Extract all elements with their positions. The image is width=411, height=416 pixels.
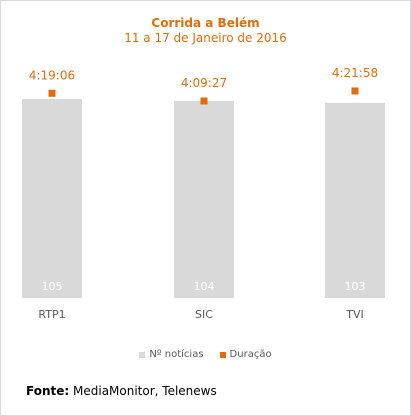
duration-label-rtp1: 4:19:06 — [29, 68, 75, 82]
bar-value-label-sic: 104 — [194, 280, 215, 293]
duration-point-tvi — [351, 87, 359, 95]
chart-subtitle: 11 a 17 de Janeiro de 2016 — [124, 31, 287, 45]
legend-item-duracao: Duração — [219, 349, 272, 360]
legend-swatch-noticias — [139, 351, 146, 358]
legend-swatch-duracao — [219, 351, 226, 358]
category-label-rtp1: RTP1 — [38, 308, 65, 321]
legend-label-noticias: Nº notícias — [149, 349, 204, 360]
legend-item-noticias: Nº notícias — [139, 349, 204, 360]
source-text: MediaMonitor, Telenews — [73, 384, 217, 398]
source-note: Fonte: MediaMonitor, Telenews — [26, 384, 217, 398]
chart-title: Corrida a Belém — [151, 16, 260, 30]
category-label-sic: SIC — [195, 308, 213, 321]
duration-label-sic: 4:09:27 — [181, 76, 227, 90]
bar-rtp1 — [22, 99, 82, 298]
source-label: Fonte: — [26, 384, 70, 398]
bar-value-label-rtp1: 105 — [42, 280, 63, 293]
bar-value-label-tvi: 103 — [345, 280, 366, 293]
duration-point-rtp1 — [48, 89, 56, 97]
duration-point-sic — [200, 97, 208, 105]
duration-label-tvi: 4:21:58 — [332, 66, 378, 80]
bar-tvi — [325, 102, 385, 299]
legend-label-duracao: Duração — [229, 349, 272, 360]
chart-legend: Nº notícias Duração — [0, 349, 411, 360]
bar-sic — [174, 100, 234, 299]
category-label-tvi: TVI — [345, 308, 364, 321]
